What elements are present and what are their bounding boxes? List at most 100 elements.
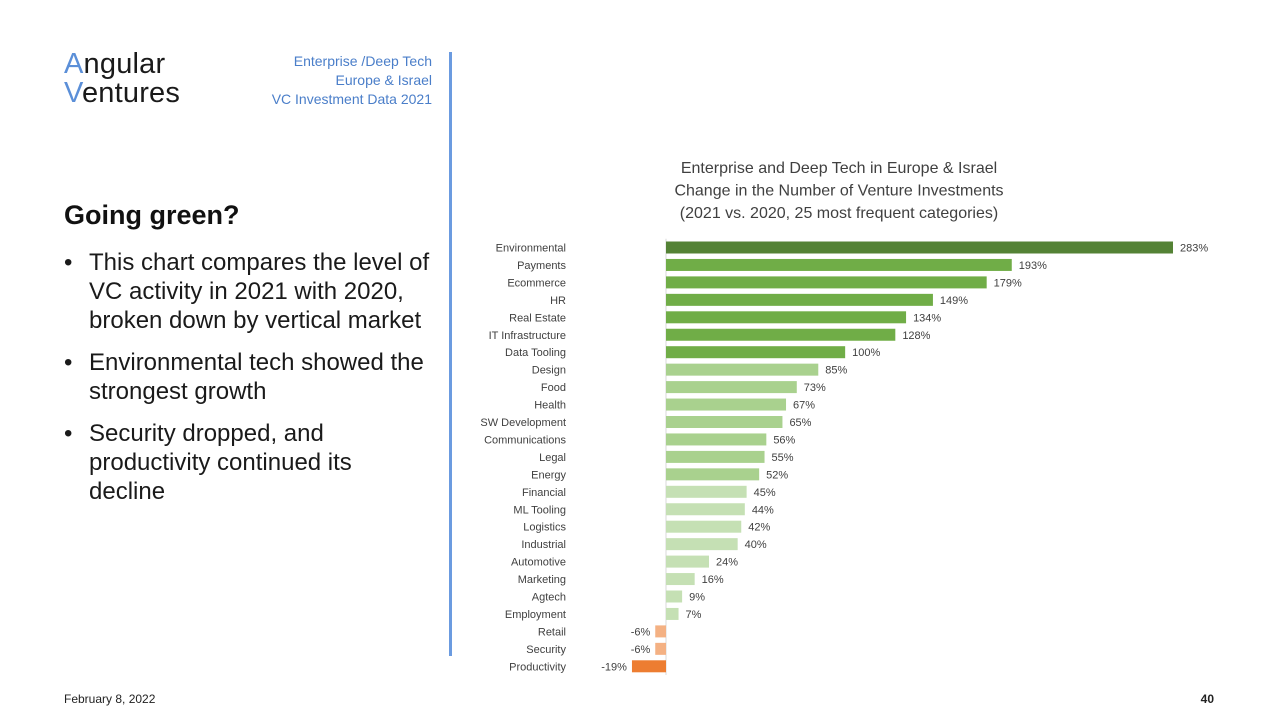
value-label: 24%	[716, 557, 738, 569]
value-label: 73%	[804, 382, 826, 394]
bar-financial	[666, 485, 747, 498]
value-label: 100%	[852, 347, 880, 359]
logo-line-2: Ventures	[64, 79, 214, 108]
header-line-3: VC Investment Data 2021	[271, 91, 432, 107]
bar-ecommerce	[666, 276, 987, 289]
bar-real-estate	[666, 311, 907, 324]
header-line-2: Europe & Israel	[335, 72, 433, 88]
category-label: Marketing	[518, 574, 566, 586]
value-label: 42%	[748, 522, 770, 534]
slide-title: Going green?	[64, 200, 240, 230]
bullet-marker: •	[64, 249, 73, 276]
bar-food	[666, 381, 797, 394]
category-label: Energy	[531, 469, 566, 481]
category-label: Employment	[505, 609, 566, 621]
bar-logistics	[666, 520, 742, 533]
bar-it-infrastructure	[666, 328, 896, 341]
value-label: 45%	[754, 487, 776, 499]
bullet-text: Environmental tech showed the strongest …	[89, 349, 424, 405]
bar-automotive	[666, 555, 709, 568]
category-label: Design	[532, 365, 566, 377]
category-label: HR	[550, 295, 566, 307]
bar-energy	[666, 468, 760, 481]
page-number: 40	[1200, 692, 1214, 706]
category-label: Financial	[522, 487, 566, 499]
bullet-list: • This chart compares the level of VC act…	[64, 248, 434, 519]
category-label: Logistics	[523, 522, 566, 534]
footer-date: February 8, 2022	[64, 692, 156, 706]
category-label: Environmental	[496, 243, 566, 255]
category-label: Automotive	[511, 557, 566, 569]
logo-word-2-rest: entures	[81, 77, 181, 109]
category-label: Legal	[539, 452, 566, 464]
chart-title-line: (2021 vs. 2020, 25 most frequent categor…	[680, 205, 998, 222]
value-label: 149%	[940, 295, 968, 307]
value-label: 128%	[902, 330, 930, 342]
value-label: -6%	[631, 626, 651, 638]
category-label: Payments	[517, 260, 566, 272]
category-label: Retail	[538, 626, 566, 638]
bullet-item: • Environmental tech showed the strongest…	[64, 348, 434, 406]
category-label: Agtech	[532, 592, 566, 604]
bar-design	[666, 363, 819, 376]
logo-line-1: Angular	[64, 50, 214, 79]
chart-title-line: Change in the Number of Venture Investme…	[674, 183, 1003, 200]
bar-sw-development	[666, 416, 783, 428]
bar-communications	[666, 433, 767, 446]
bullet-item: • This chart compares the level of VC act…	[64, 248, 434, 335]
value-label: 134%	[913, 312, 941, 324]
bar-industrial	[666, 538, 738, 551]
value-label: 65%	[789, 417, 811, 429]
logo-letter-v: V	[64, 77, 82, 109]
category-label: Security	[526, 644, 566, 656]
category-label: Food	[541, 382, 566, 394]
category-label: Real Estate	[509, 312, 566, 324]
value-label: 9%	[689, 592, 705, 604]
bar-agtech	[666, 590, 683, 603]
value-label: -6%	[631, 644, 651, 656]
bar-marketing	[666, 573, 695, 586]
bullet-marker: •	[64, 420, 73, 447]
bar-employment	[666, 607, 679, 620]
value-label: 56%	[773, 434, 795, 446]
value-label: 193%	[1019, 260, 1047, 272]
logo-letter-a: A	[64, 48, 84, 80]
header-line-1: Enterprise /Deep Tech	[293, 53, 432, 69]
category-label: Ecommerce	[507, 277, 566, 289]
category-label: IT Infrastructure	[489, 330, 566, 342]
category-label: Communications	[484, 434, 566, 446]
category-label: Productivity	[509, 661, 566, 673]
value-label: 67%	[793, 400, 815, 412]
bullet-text: Security dropped, and productivity conti…	[89, 420, 352, 505]
bar-productivity	[631, 660, 666, 673]
bar-hr	[666, 293, 933, 306]
chart-title-line: Enterprise and Deep Tech in Europe & Isr…	[681, 160, 997, 177]
logo-word-1-rest: ngular	[83, 48, 166, 80]
bullet-marker: •	[64, 349, 73, 376]
value-label: 52%	[766, 469, 788, 481]
value-label: 16%	[702, 574, 724, 586]
bullet-text: This chart compares the level of VC acti…	[89, 249, 430, 334]
bar-retail	[655, 625, 666, 638]
bar-legal	[666, 450, 765, 463]
header-meta: Enterprise /Deep Tech Europe & Israel VC…	[220, 52, 432, 109]
category-label: ML Tooling	[513, 504, 566, 516]
value-label: 283%	[1180, 243, 1208, 255]
value-label: 44%	[752, 504, 774, 516]
chart-bars: Environmental 283% Payments 193% Ecommerce 17…	[480, 238, 1208, 676]
bullet-item: • Security dropped, and productivity cont…	[64, 419, 434, 506]
angular-ventures-logo: Angular Ventures	[64, 50, 214, 110]
value-label: 7%	[686, 609, 702, 621]
value-label: -19%	[601, 661, 627, 673]
bar-environmental	[666, 241, 1173, 254]
value-label: 85%	[825, 365, 847, 377]
vertical-divider	[449, 52, 452, 656]
category-label: Industrial	[521, 539, 566, 551]
bar-ml-tooling	[666, 503, 745, 516]
value-label: 55%	[772, 452, 794, 464]
bar-payments	[666, 258, 1012, 271]
category-label: SW Development	[480, 417, 566, 429]
bar-health	[666, 398, 787, 411]
chart-title: Enterprise and Deep Tech in Europe & Isr…	[674, 160, 1003, 222]
